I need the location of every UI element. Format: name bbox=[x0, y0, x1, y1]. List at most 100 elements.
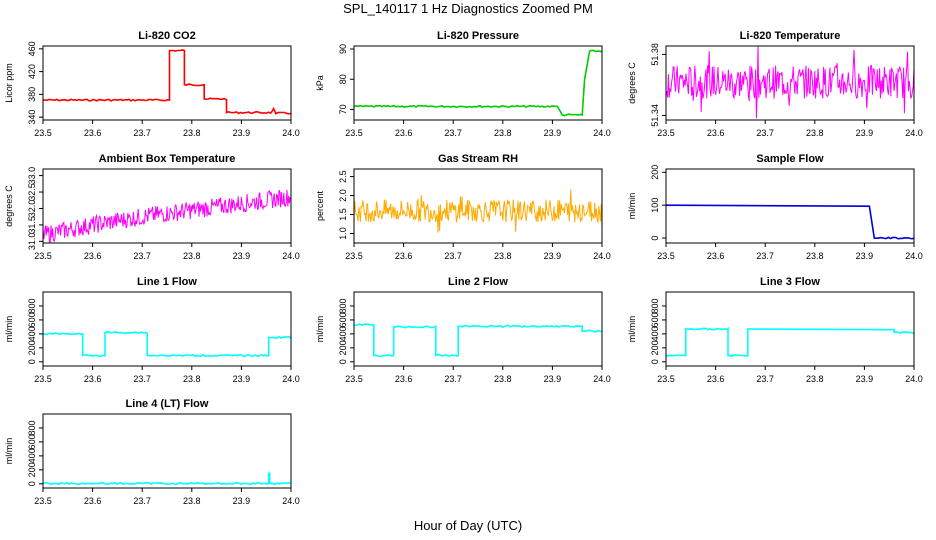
y-tick-label: 380 bbox=[27, 87, 37, 102]
x-tick-label: 23.8 bbox=[494, 128, 512, 138]
x-tick-label: 23.6 bbox=[707, 251, 725, 261]
x-tick-label: 23.9 bbox=[856, 128, 874, 138]
y-tick-label: 1.5 bbox=[338, 208, 348, 221]
panel-5: Gas Stream RH percent 23.5 23.6 23.7 23.8 23.9… bbox=[315, 153, 611, 261]
y-tick-label: 32.5 bbox=[27, 183, 37, 201]
x-tick-label: 23.5 bbox=[657, 128, 675, 138]
figure-x-axis-label: Hour of Day (UTC) bbox=[413, 518, 523, 533]
y-tick-label: 0 bbox=[650, 359, 660, 364]
series-line bbox=[43, 330, 291, 358]
x-tick-label: 23.6 bbox=[707, 374, 725, 384]
y-axis-label: ml/min bbox=[4, 316, 14, 343]
series-group bbox=[43, 189, 291, 243]
panel-6: Sample Flow ml/min 23.5 23.6 23.7 23.8 23.9 24.… bbox=[627, 153, 923, 261]
x-tick-label: 23.5 bbox=[657, 251, 675, 261]
x-tick-label: 23.8 bbox=[494, 374, 512, 384]
x-tick-label: 23.8 bbox=[494, 251, 512, 261]
panel-1: Li-820 CO2 Licor ppm 23.5 23.6 23.7 23.8 23.9 2… bbox=[4, 30, 300, 138]
panel-2: Li-820 Pressure kPa 23.5 23.6 23.7 23.8 23.9 24… bbox=[315, 30, 611, 138]
y-tick-label: 200 bbox=[650, 340, 660, 355]
plot-frame bbox=[665, 45, 915, 121]
x-tick-label: 23.7 bbox=[133, 251, 151, 261]
y-tick-label: 800 bbox=[338, 298, 348, 313]
x-tick-label: 23.7 bbox=[756, 128, 774, 138]
y-tick-label: 32.0 bbox=[27, 200, 37, 218]
y-tick-label: 600 bbox=[650, 312, 660, 327]
y-tick-label: 33.0 bbox=[27, 167, 37, 185]
x-tick-label: 23.5 bbox=[345, 128, 363, 138]
x-tick-label: 23.9 bbox=[544, 374, 562, 384]
series-group bbox=[43, 330, 291, 358]
x-tick-label: 23.7 bbox=[133, 128, 151, 138]
x-tick-label: 23.6 bbox=[84, 496, 102, 506]
x-tick-label: 23.9 bbox=[856, 374, 874, 384]
x-tick-label: 23.9 bbox=[233, 128, 251, 138]
x-tick-label: 23.9 bbox=[544, 251, 562, 261]
y-tick-label: 200 bbox=[27, 340, 37, 355]
figure-title: SPL_140117 1 Hz Diagnostics Zoomed PM bbox=[343, 1, 593, 16]
y-axis-label: degrees C bbox=[4, 185, 14, 227]
x-tick-label: 23.7 bbox=[444, 251, 462, 261]
y-tick-label: 51.38 bbox=[650, 43, 660, 66]
x-tick-label: 23.9 bbox=[544, 128, 562, 138]
series-group bbox=[666, 204, 914, 240]
panel-3: Li-820 Temperature degrees C 23.5 23.6 23.7 2… bbox=[627, 30, 923, 138]
x-tick-label: 24.0 bbox=[905, 128, 923, 138]
panel-title: Line 4 (LT) Flow bbox=[126, 398, 209, 410]
x-tick-label: 24.0 bbox=[282, 496, 300, 506]
x-tick-label: 23.8 bbox=[806, 128, 824, 138]
series-line bbox=[43, 472, 291, 486]
plot-frame bbox=[353, 45, 603, 121]
y-tick-label: 800 bbox=[27, 420, 37, 435]
y-tick-label: 90 bbox=[338, 44, 348, 54]
y-tick-label: 200 bbox=[650, 165, 660, 180]
panel-8: Line 2 Flow ml/min 23.5 23.6 23.7 23.8 23.9 24.… bbox=[315, 276, 611, 384]
x-tick-label: 24.0 bbox=[905, 374, 923, 384]
x-tick-label: 23.6 bbox=[84, 251, 102, 261]
x-tick-label: 23.7 bbox=[444, 374, 462, 384]
y-tick-label: 100 bbox=[650, 198, 660, 213]
series-line bbox=[354, 323, 602, 358]
y-tick-label: 460 bbox=[27, 41, 37, 56]
x-tick-label: 23.9 bbox=[233, 251, 251, 261]
y-tick-label: 600 bbox=[27, 312, 37, 327]
x-tick-label: 23.8 bbox=[183, 251, 201, 261]
x-tick-label: 24.0 bbox=[282, 251, 300, 261]
x-tick-label: 24.0 bbox=[282, 374, 300, 384]
y-tick-label: 600 bbox=[338, 312, 348, 327]
plot-frame bbox=[665, 291, 915, 367]
panel-4: Ambient Box Temperature degrees C 23.5 23.6… bbox=[4, 153, 300, 261]
panel-title: Ambient Box Temperature bbox=[99, 153, 236, 165]
x-tick-label: 23.5 bbox=[34, 374, 52, 384]
panel-title: Li-820 Temperature bbox=[740, 30, 841, 42]
x-tick-label: 23.5 bbox=[34, 496, 52, 506]
panel-title: Sample Flow bbox=[756, 153, 824, 165]
y-axis-label: ml/min bbox=[4, 438, 14, 465]
x-tick-label: 23.8 bbox=[806, 374, 824, 384]
panel-title: Line 1 Flow bbox=[137, 276, 197, 288]
x-tick-label: 23.7 bbox=[133, 496, 151, 506]
x-tick-label: 23.5 bbox=[657, 374, 675, 384]
panel-title: Gas Stream RH bbox=[438, 153, 518, 165]
y-tick-label: 0 bbox=[650, 236, 660, 241]
y-tick-label: 800 bbox=[650, 298, 660, 313]
x-tick-label: 23.6 bbox=[395, 374, 413, 384]
series-line bbox=[43, 189, 291, 243]
series-group bbox=[43, 472, 291, 486]
panel-title: Li-820 Pressure bbox=[437, 30, 519, 42]
series-line bbox=[354, 49, 602, 117]
y-tick-label: 400 bbox=[338, 326, 348, 341]
series-group bbox=[666, 326, 914, 358]
x-tick-label: 23.8 bbox=[183, 496, 201, 506]
y-axis-label: percent bbox=[315, 190, 325, 221]
x-tick-label: 23.5 bbox=[345, 251, 363, 261]
x-tick-label: 24.0 bbox=[593, 374, 611, 384]
series-line bbox=[43, 49, 291, 115]
series-group bbox=[43, 49, 291, 115]
panel-10: Line 4 (LT) Flow ml/min 23.5 23.6 23.7 23.8 23… bbox=[4, 398, 300, 506]
plot-frame bbox=[353, 291, 603, 367]
y-axis-label: ml/min bbox=[627, 316, 637, 343]
plot-frame bbox=[353, 168, 603, 244]
plot-frame bbox=[42, 168, 292, 244]
